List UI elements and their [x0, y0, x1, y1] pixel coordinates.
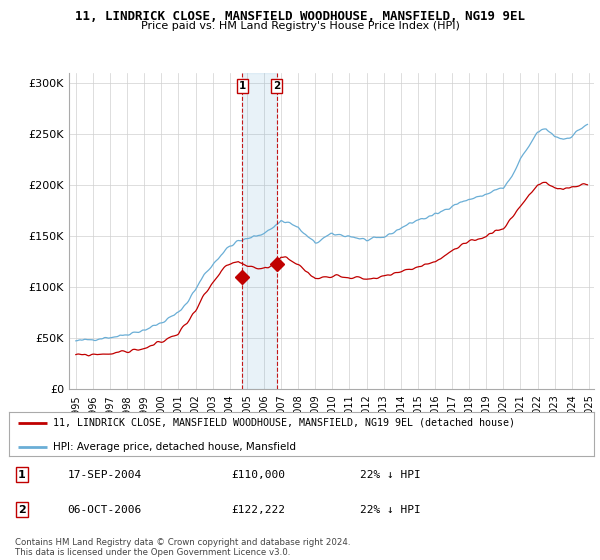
Text: 17-SEP-2004: 17-SEP-2004	[67, 470, 142, 480]
Text: 2: 2	[18, 505, 26, 515]
Text: £122,222: £122,222	[232, 505, 286, 515]
Text: 1: 1	[238, 81, 245, 91]
Bar	[584, 73, 594, 389]
Text: 1: 1	[18, 470, 26, 480]
Text: Price paid vs. HM Land Registry's House Price Index (HPI): Price paid vs. HM Land Registry's House …	[140, 21, 460, 31]
Text: HPI: Average price, detached house, Mansfield: HPI: Average price, detached house, Mans…	[53, 441, 296, 451]
Text: 06-OCT-2006: 06-OCT-2006	[67, 505, 142, 515]
Text: 11, LINDRICK CLOSE, MANSFIELD WOODHOUSE, MANSFIELD, NG19 9EL (detached house): 11, LINDRICK CLOSE, MANSFIELD WOODHOUSE,…	[53, 418, 515, 428]
Text: 22% ↓ HPI: 22% ↓ HPI	[360, 505, 421, 515]
Text: 11, LINDRICK CLOSE, MANSFIELD WOODHOUSE, MANSFIELD, NG19 9EL: 11, LINDRICK CLOSE, MANSFIELD WOODHOUSE,…	[75, 10, 525, 22]
Text: 2: 2	[274, 81, 281, 91]
Bar	[242, 73, 277, 389]
Text: Contains HM Land Registry data © Crown copyright and database right 2024.
This d: Contains HM Land Registry data © Crown c…	[15, 538, 350, 557]
Text: 22% ↓ HPI: 22% ↓ HPI	[360, 470, 421, 480]
Text: £110,000: £110,000	[232, 470, 286, 480]
